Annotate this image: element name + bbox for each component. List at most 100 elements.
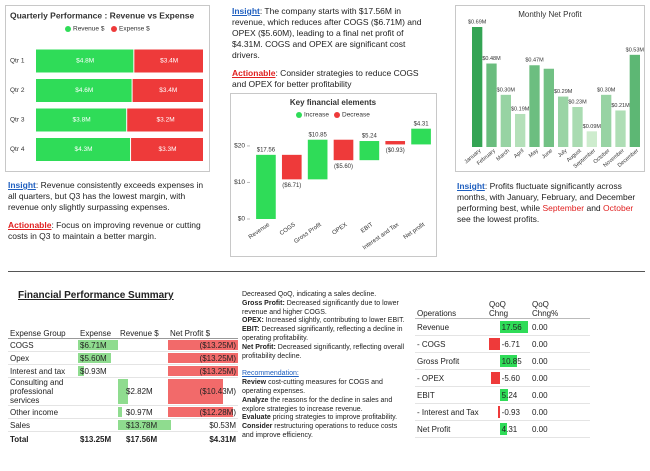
- x-tick-label: June: [541, 148, 554, 160]
- table-cell: ($13.25M): [168, 351, 238, 365]
- operation-name: - OPEX: [415, 369, 487, 387]
- table-cell: $6.71M: [78, 338, 118, 352]
- x-tick-label: Net profit: [403, 222, 427, 241]
- table-row: EBIT 5.24 0.00: [415, 386, 590, 404]
- bar: [500, 94, 511, 147]
- data-bar: [168, 353, 238, 363]
- y-tick-label: $20: [234, 143, 245, 150]
- comment-lead: Evaluate: [242, 414, 271, 422]
- legend-marker: [111, 26, 117, 32]
- data-bar: [118, 420, 168, 430]
- table-cell: Interest and tax: [8, 364, 78, 378]
- action-text: : Focus on improving revenue or cutting …: [8, 220, 201, 241]
- table-cell: ($13.25M): [168, 364, 238, 378]
- cell-text: Consulting and professional services: [10, 378, 64, 405]
- cell-text: ($13.25M): [199, 366, 236, 376]
- cell-text: $0.97M: [126, 407, 153, 417]
- comment-lead: EBIT:: [242, 326, 260, 334]
- header-row: Operations QoQ Chng QoQ Chng%: [415, 288, 590, 319]
- change-cell: 17.56: [487, 318, 530, 336]
- data-bar: [78, 366, 84, 376]
- quarterly-panel: Quarterly Performance : Revenue vs Expen…: [5, 5, 210, 172]
- table-cell: COGS: [8, 338, 78, 352]
- comment-line: Net Profit: Decreased significantly, ref…: [242, 344, 410, 362]
- divider: [8, 271, 645, 272]
- column-header: Expense Group: [8, 322, 78, 339]
- data-label: $0.30M: [497, 87, 516, 93]
- cell-text: ($13.25M): [199, 340, 236, 350]
- table-cell: [78, 418, 118, 432]
- operation-name: Gross Profit: [415, 352, 487, 370]
- header-text: Operations: [417, 309, 457, 318]
- table-row: Other income $0.97M ($12.28M): [8, 405, 238, 419]
- table-cell: ($12.28M): [168, 405, 238, 419]
- comment-lead: Net Profit:: [242, 343, 276, 351]
- x-tick-label: Revenue: [248, 222, 272, 241]
- comment-line: Gross Profit: Decreased significantly du…: [242, 300, 410, 318]
- table-row: Consulting and professional services $2.8…: [8, 377, 238, 406]
- bar: [132, 79, 203, 102]
- change-cell: 10.85: [487, 352, 530, 370]
- data-label: $0.19M: [511, 106, 530, 112]
- bar: [36, 49, 134, 73]
- data-bar: [499, 389, 509, 401]
- data-bar: [168, 379, 224, 404]
- comment-text: the reasons for the decline in sales and…: [242, 396, 393, 413]
- bar: [586, 131, 597, 147]
- data-label: $17.56: [257, 147, 276, 153]
- pct-cell: 0.00: [530, 335, 590, 353]
- bar: [543, 68, 554, 147]
- column-header: QoQ Chng: [487, 288, 530, 319]
- monthly-insight: Insight: Profits fluctuate significantly…: [457, 181, 645, 225]
- x-tick-label: OPEX: [331, 222, 348, 236]
- bar: [307, 139, 328, 180]
- bar: [36, 79, 132, 102]
- column-header: QoQ Chng%: [530, 288, 590, 319]
- comment-line: EBIT: Decreased significantly, reflectin…: [242, 326, 410, 344]
- cell-text: 5.24: [501, 390, 518, 400]
- table-row: - Interest and Tax -0.93 0.00: [415, 403, 590, 421]
- cell-text: $13.78M: [126, 420, 158, 430]
- data-label: $5.24: [362, 134, 378, 140]
- cell-text: ($13.25M): [199, 353, 236, 363]
- operation-name: EBIT: [415, 386, 487, 404]
- x-tick-label: Gross Profit: [293, 222, 323, 245]
- legend-marker: [296, 112, 302, 118]
- comment-line: OPEX: Increased slightly, contributing t…: [242, 317, 410, 326]
- data-label: ($5.60): [334, 164, 353, 170]
- chart-title: Monthly Net Profit: [518, 10, 582, 19]
- data-label: $4.6M: [75, 87, 93, 94]
- data-bar: [168, 407, 233, 417]
- data-label: ($0.93): [386, 148, 405, 154]
- comment-lead: Consider: [242, 423, 273, 431]
- data-label: $3.4M: [159, 87, 177, 94]
- comment-text: Decreased QoQ, indicating a sales declin…: [242, 291, 377, 298]
- change-cell: 5.24: [487, 386, 530, 404]
- table-cell: $5.60M: [78, 351, 118, 365]
- data-label: $3.4M: [160, 58, 178, 65]
- table-cell: [118, 338, 168, 352]
- data-label: $0.21M: [611, 103, 630, 109]
- operation-name: - Interest and Tax: [415, 403, 487, 421]
- bar: [601, 94, 612, 147]
- cell-text: ($12.28M): [199, 407, 236, 417]
- data-label: $0.29M: [554, 89, 573, 95]
- insight-text: and: [584, 203, 604, 213]
- cell-text: $5.60M: [80, 353, 107, 363]
- table-row: Net Profit 4.31 0.00: [415, 420, 590, 438]
- table-cell: $2.82M: [118, 377, 168, 406]
- change-cell: -0.93: [487, 403, 530, 421]
- recommendation-label: Recommendation:: [242, 370, 299, 378]
- bar: [472, 27, 483, 147]
- table-cell: Sales: [8, 418, 78, 432]
- summary-table: Expense Group Expense Revenue $ Net Profit …: [8, 322, 238, 446]
- comment-text: restructuring operations to reduce costs…: [242, 423, 398, 439]
- cell-text: $6.71M: [80, 340, 107, 350]
- data-bar: [78, 340, 118, 350]
- y-tick-label: $10: [234, 179, 245, 186]
- table-row: Interest and tax $0.93M ($13.25M): [8, 364, 238, 378]
- table-cell: Other income: [8, 405, 78, 419]
- cell-text: -0.93: [501, 407, 520, 417]
- header-text: QoQ Chng%: [532, 300, 559, 318]
